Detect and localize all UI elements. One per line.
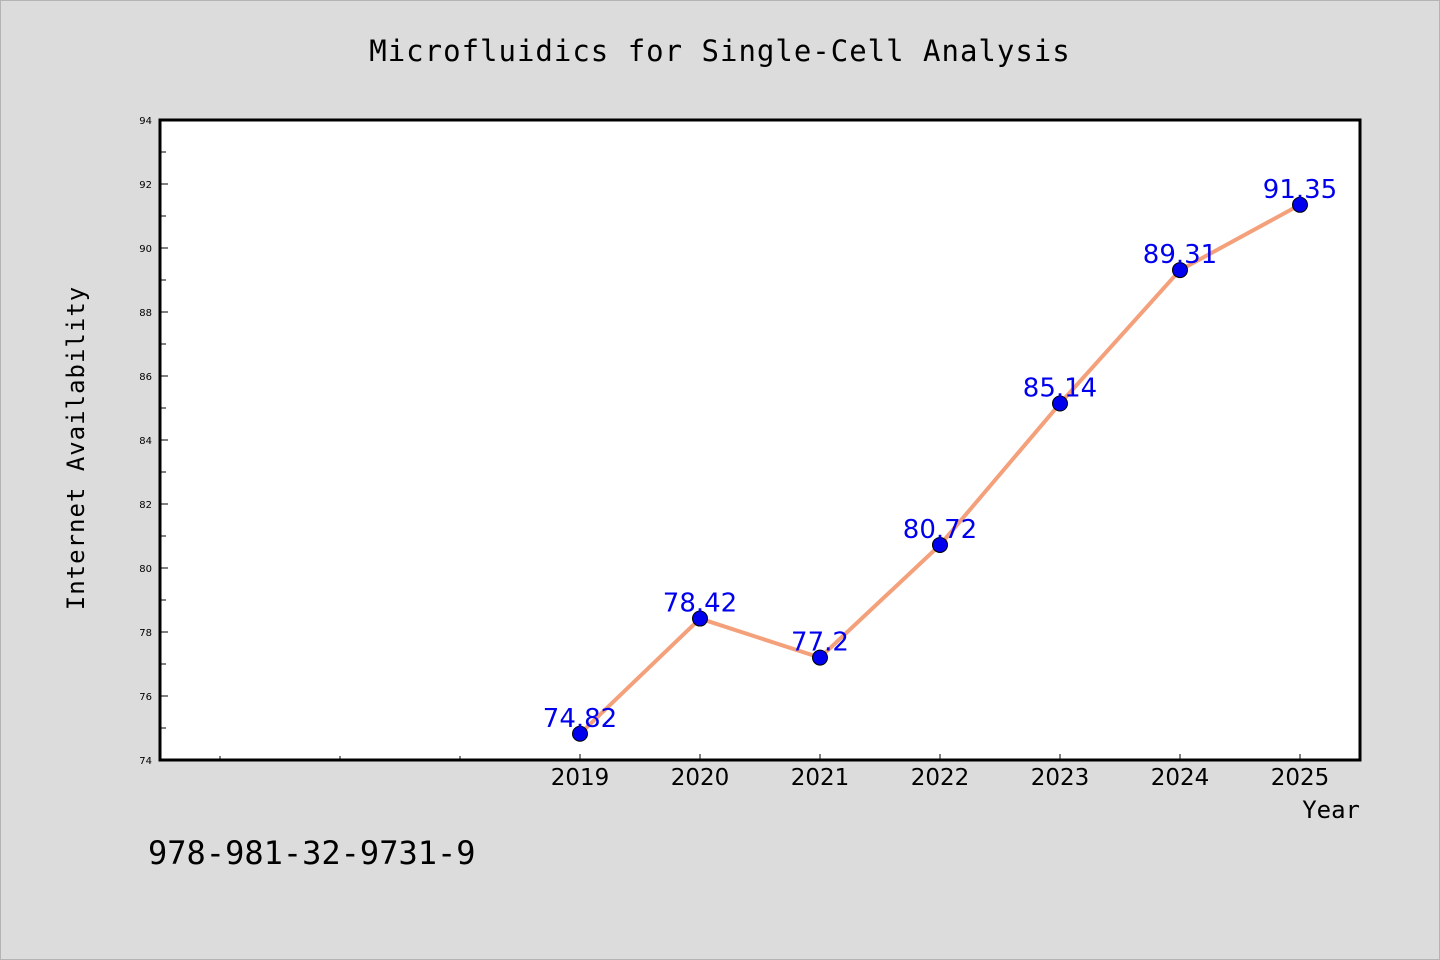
y-tick-label: 92	[139, 180, 152, 191]
data-label: 91.35	[1263, 175, 1337, 205]
isbn-text: 978-981-32-9731-9	[148, 834, 476, 872]
data-point	[1052, 395, 1068, 412]
data-label: 77.2	[791, 628, 849, 658]
x-tick-label: 2020	[671, 765, 730, 791]
data-label: 80.72	[903, 515, 977, 545]
x-axis-label: Year	[1302, 796, 1360, 824]
x-tick-label: 2024	[1151, 765, 1210, 791]
y-tick-label: 84	[139, 436, 152, 447]
x-tick-label: 2021	[791, 765, 850, 791]
y-axis: 74 76 78 80 82 84 86 88 90 92 94	[139, 116, 168, 767]
y-tick-label: 88	[139, 308, 152, 319]
data-point	[1292, 196, 1308, 213]
x-tick-label: 2022	[911, 765, 970, 791]
y-tick-label: 78	[139, 628, 152, 639]
x-tick-label: 2019	[551, 765, 610, 791]
data-point	[572, 725, 588, 742]
y-tick-label: 86	[139, 372, 152, 383]
plot-area	[158, 118, 1362, 762]
data-point	[932, 536, 948, 553]
y-tick-label: 76	[139, 692, 152, 703]
data-point	[692, 610, 708, 627]
data-markers	[572, 196, 1308, 742]
data-labels: 74.82 78.42 77.2 80.72 85.14 89.31 91.35	[543, 175, 1337, 734]
y-tick-label: 90	[139, 244, 152, 255]
y-tick-label: 74	[139, 756, 152, 767]
x-tick-label: 2023	[1031, 765, 1090, 791]
x-tick-label: 2025	[1271, 765, 1330, 791]
data-label: 89.31	[1143, 240, 1217, 270]
data-point	[1172, 262, 1188, 279]
x-axis: 2019 2020 2021 2022 2023 2024 2025	[551, 754, 1330, 791]
chart-title: Microfluidics for Single-Cell Analysis	[369, 34, 1071, 68]
data-label: 85.14	[1023, 374, 1097, 404]
y-tick-label: 94	[139, 116, 152, 127]
minor-ticks	[160, 151, 461, 760]
y-tick-label: 82	[139, 500, 152, 511]
data-point	[812, 649, 828, 666]
data-label: 78.42	[663, 589, 737, 619]
y-tick-label: 80	[139, 564, 152, 575]
data-label: 74.82	[543, 704, 617, 734]
